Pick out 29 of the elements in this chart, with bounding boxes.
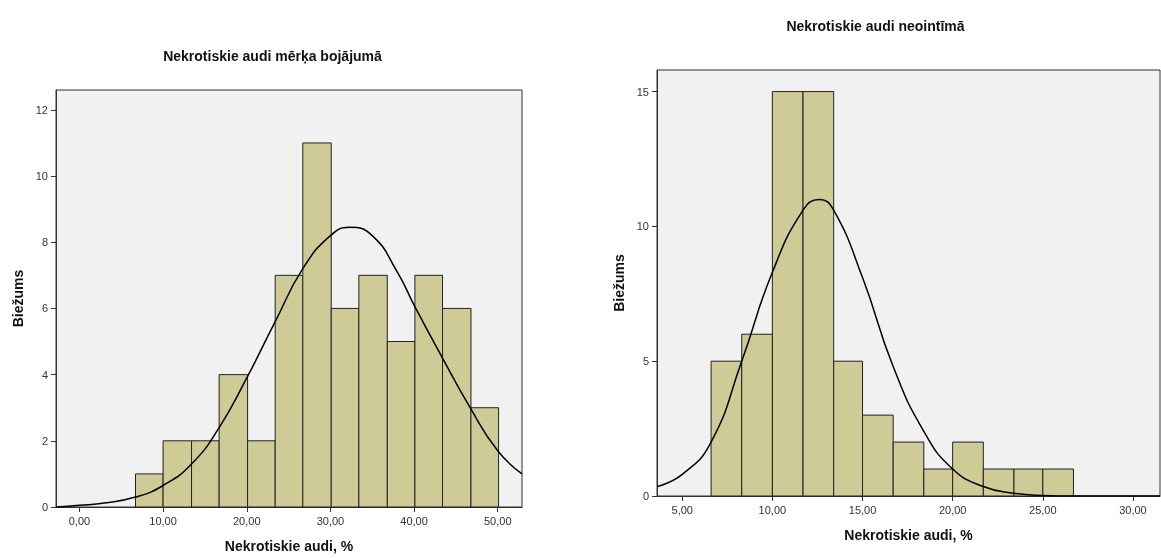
x-tick-label: 50,00	[483, 514, 512, 527]
x-tick-label: 20,00	[938, 503, 967, 516]
chart-title: Nekrotiskie audi mērķa bojājumā	[163, 48, 383, 64]
y-axis-title: Biežums	[9, 269, 26, 328]
y-tick-label: 0	[642, 490, 649, 502]
y-tick-label: 5	[642, 355, 649, 368]
y-axis-title: Biežums	[610, 254, 627, 312]
x-tick-label: 5,00	[671, 503, 693, 516]
y-tick-label: 0	[41, 501, 48, 513]
chart-title: Nekrotiskie audi neointīmā	[786, 18, 965, 34]
y-tick-label: 2	[41, 434, 48, 447]
y-tick-label: 10	[35, 170, 48, 183]
x-tick-label: 30,00	[316, 514, 345, 527]
x-tick-label: 10,00	[149, 514, 177, 527]
y-tick-label: 4	[41, 368, 48, 381]
y-tick-label: 10	[636, 220, 649, 233]
y-tick-label: 8	[41, 236, 48, 249]
x-axis-title: Nekrotiskie audi, %	[844, 527, 974, 543]
x-tick-label: 30,00	[1119, 503, 1147, 516]
y-tick-label: 12	[35, 103, 48, 116]
x-tick-label: 40,00	[400, 514, 428, 527]
y-tick-label: 15	[636, 85, 649, 98]
x-tick-label: 25,00	[1029, 503, 1057, 516]
x-tick-label: 20,00	[232, 514, 261, 527]
x-tick-label: 0,00	[68, 514, 91, 527]
x-tick-label: 10,00	[758, 503, 787, 516]
y-tick-label: 6	[41, 302, 48, 315]
x-axis-title: Nekrotiskie audi, %	[224, 538, 354, 554]
x-tick-label: 15,00	[848, 503, 877, 516]
